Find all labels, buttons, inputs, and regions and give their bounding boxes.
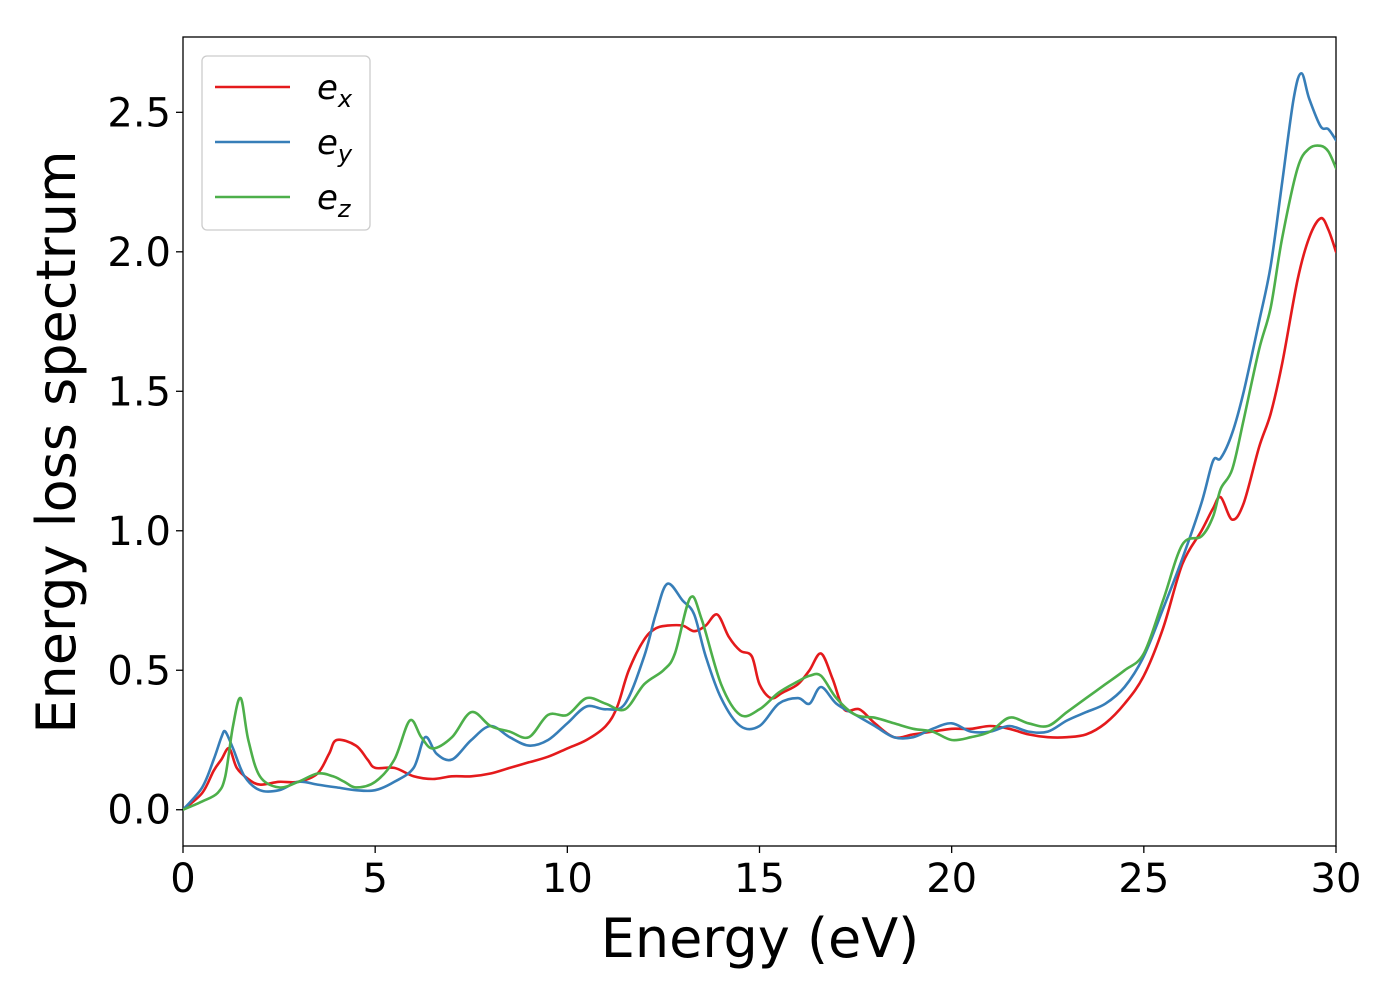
- series-line-ey: [183, 72, 1336, 811]
- y-tick-label: 1.0: [107, 509, 171, 555]
- y-tick-label: 2.0: [107, 230, 171, 276]
- x-axis-label: Energy (eV): [601, 907, 920, 970]
- series-lines: [183, 72, 1336, 811]
- x-tick-label: 10: [542, 856, 593, 902]
- x-tick-label: 20: [926, 856, 977, 902]
- y-tick-label: 0.5: [107, 648, 171, 694]
- y-tick-label: 0.0: [107, 788, 171, 834]
- legend-label-ey: ey: [317, 123, 353, 168]
- x-tick-label: 5: [362, 856, 387, 902]
- legend-label-ex: ex: [317, 68, 353, 113]
- series-line-ex: [183, 216, 1336, 811]
- series-line-ez: [183, 144, 1336, 811]
- y-axis-ticks: 0.0 0.5 1.0 1.5 2.0 2.5: [107, 90, 183, 834]
- legend-label-ez: ez: [317, 178, 352, 223]
- x-tick-label: 0: [170, 856, 195, 902]
- y-tick-label: 2.5: [107, 90, 171, 136]
- legend: ex ey ez: [201, 55, 371, 231]
- x-tick-label: 30: [1311, 856, 1362, 902]
- y-tick-label: 1.5: [107, 369, 171, 415]
- x-tick-label: 25: [1118, 856, 1169, 902]
- y-axis-label: Energy loss spectrum: [25, 150, 88, 733]
- x-tick-label: 15: [734, 856, 785, 902]
- x-axis-ticks: 0 5 10 15 20 25 30: [170, 846, 1361, 902]
